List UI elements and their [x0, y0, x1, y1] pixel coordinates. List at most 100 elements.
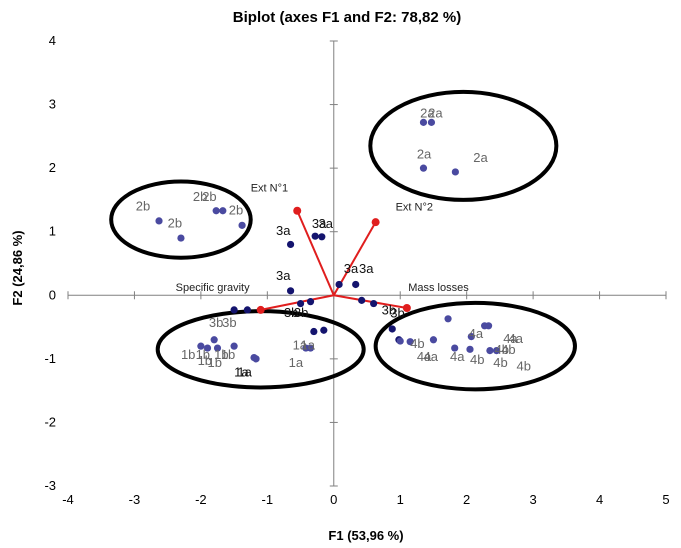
point-label: 2a — [473, 150, 488, 165]
observation-point — [306, 298, 315, 306]
point-label: 3b — [294, 305, 308, 320]
x-axis-title: F1 (53,96 %) — [328, 528, 403, 543]
point-label: 4a — [450, 349, 465, 364]
point-label: 1a — [289, 355, 304, 370]
point-label: 3a — [276, 268, 291, 283]
observation-point — [320, 326, 328, 334]
observation-point — [419, 118, 428, 126]
observation-point — [419, 164, 428, 172]
observation-point — [427, 118, 436, 126]
variable-point — [402, 304, 411, 312]
point-label: 1a — [301, 337, 316, 352]
observation-point — [219, 207, 227, 215]
variable-vector — [296, 210, 335, 296]
y-axis-title: F2 (24,86 %) — [10, 230, 25, 305]
observation-point — [396, 337, 404, 345]
x-tick-label: 1 — [397, 492, 404, 507]
point-label: 3a — [344, 261, 359, 276]
variable-label: Mass losses — [408, 282, 469, 294]
observation-point — [177, 234, 185, 242]
point-label: 4a — [423, 349, 438, 364]
variable-point — [293, 206, 302, 215]
x-tick-label: -3 — [129, 492, 141, 507]
observation-point — [370, 299, 378, 308]
variable-point — [256, 305, 265, 314]
point-label: 1b — [208, 355, 222, 370]
observation-point — [318, 233, 326, 241]
point-label: 1b — [198, 353, 212, 368]
variable-label: Ext N°1 — [251, 183, 288, 195]
observation-point — [467, 333, 475, 341]
point-label: 2b — [136, 199, 150, 214]
point-label: 4a — [503, 331, 518, 346]
y-tick-label: 4 — [49, 33, 56, 48]
observation-point — [492, 346, 501, 355]
observation-point — [406, 338, 414, 346]
point-label: 2a — [417, 147, 432, 162]
point-label: 2a — [420, 105, 435, 120]
observation-points — [155, 118, 501, 363]
point-label: 1b — [221, 347, 235, 362]
point-label: 2b — [202, 189, 216, 204]
y-tick-label: -1 — [44, 351, 56, 366]
point-label: 3b — [209, 315, 223, 330]
observation-point — [296, 299, 305, 308]
observation-point — [310, 327, 318, 336]
point-label: 1b — [181, 347, 195, 362]
point-label: 4b — [501, 342, 515, 357]
observation-point — [210, 336, 218, 344]
y-tick-label: 1 — [49, 224, 56, 239]
point-label: 1a — [293, 337, 308, 352]
observation-point — [335, 280, 343, 289]
point-label: 2b — [193, 189, 207, 204]
observation-point — [352, 280, 360, 289]
x-tick-label: -4 — [62, 492, 74, 507]
x-tick-label: 3 — [529, 492, 536, 507]
variable-vectors: Ext N°1 Ext N°2 Specific gravity Mass losse… — [176, 183, 469, 314]
observation-point — [451, 344, 459, 352]
point-label: 4a — [469, 326, 484, 341]
point-label: 4b — [517, 358, 531, 373]
variable-label: Ext N°2 — [396, 202, 433, 214]
group-ellipse — [109, 179, 253, 260]
observation-point — [155, 217, 163, 225]
observation-point — [197, 342, 205, 350]
observation-point — [451, 168, 459, 176]
observation-point — [212, 207, 220, 215]
point-label: 3b — [382, 302, 396, 317]
y-tick-label: 3 — [49, 97, 56, 112]
point-label: 4b — [493, 355, 507, 370]
y-tick-label: -3 — [44, 478, 56, 493]
point-label: 4a — [417, 349, 432, 364]
point-label: 1b — [214, 347, 228, 362]
observation-point — [388, 325, 396, 333]
chart-title: Biplot (axes F1 and F2: 78,82 %) — [233, 9, 461, 26]
point-label: 2a — [428, 105, 443, 120]
x-tick-label: 5 — [662, 492, 669, 507]
observation-point — [311, 232, 319, 240]
x-tick-label: -1 — [262, 492, 274, 507]
axes: -4 -3 -2 -1 0 1 2 3 4 5 -3 -2 -1 0 1 2 3 4 — [44, 33, 669, 507]
observation-point — [306, 344, 315, 352]
observation-point — [243, 306, 251, 314]
point-label: 3b — [284, 305, 298, 320]
point-label: 3a — [359, 261, 374, 276]
x-tick-label: 4 — [596, 492, 603, 507]
observation-point — [230, 306, 238, 314]
observation-point — [238, 221, 246, 229]
variable-point — [371, 218, 380, 227]
y-tick-label: 2 — [49, 160, 56, 175]
point-label: 3a — [312, 216, 327, 231]
observation-point — [286, 287, 295, 295]
observation-point — [252, 355, 260, 363]
x-tick-label: 0 — [330, 492, 337, 507]
point-label: 3b — [222, 315, 236, 330]
observation-point — [203, 344, 212, 352]
point-label: 4b — [470, 352, 484, 367]
point-label: 4a — [509, 331, 524, 346]
group-ellipse — [368, 89, 559, 202]
point-label: 3a — [276, 223, 291, 238]
group-ellipse — [373, 300, 577, 392]
